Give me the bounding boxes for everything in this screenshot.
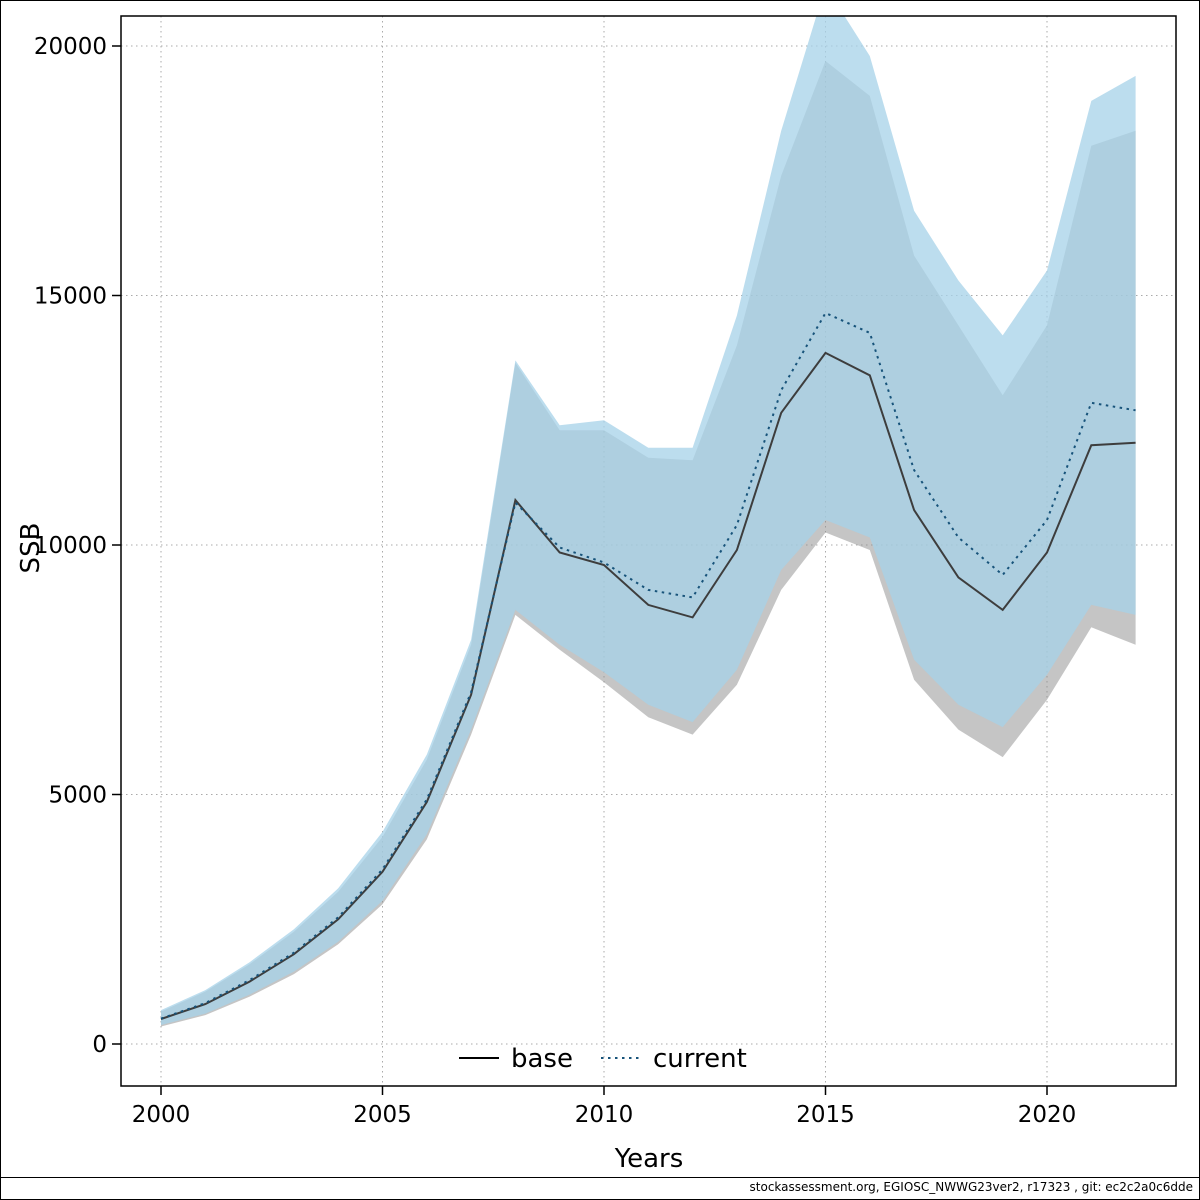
y-tick-label: 5000 <box>48 783 107 809</box>
y-tick-label: 0 <box>92 1032 107 1058</box>
caption-divider <box>1 1177 1199 1178</box>
legend-label-base: base <box>511 1044 573 1074</box>
legend: base current <box>459 1044 747 1074</box>
y-axis-label: SSB <box>16 523 46 574</box>
footer-text: stockassessment.org, EGIOSC_NWWG23ver2, … <box>749 1180 1193 1194</box>
plot-border <box>120 15 1177 1087</box>
series-line-base <box>160 351 1136 1020</box>
x-tick-label: 2010 <box>575 1102 634 1128</box>
confidence-band-current <box>161 16 1136 1025</box>
x-axis-label: Years <box>614 1144 684 1174</box>
x-tick-label: 2005 <box>353 1102 412 1128</box>
y-axis: 0 5000 10000 15000 20000 <box>34 34 121 1058</box>
series-line-current <box>160 311 1136 1020</box>
y-tick-label: 15000 <box>34 284 107 310</box>
x-tick-label: 2015 <box>796 1102 855 1128</box>
x-tick-label: 2020 <box>1018 1102 1077 1128</box>
x-tick-label: 2000 <box>132 1102 191 1128</box>
y-tick-label: 20000 <box>34 34 107 60</box>
x-axis: 2000 2005 2010 2015 2020 <box>132 1086 1077 1128</box>
ssb-chart: 2000 2005 2010 2015 2020 0 5000 10000 15000 20000… <box>16 15 1177 1174</box>
y-tick-label: 10000 <box>34 533 107 559</box>
legend-label-current: current <box>653 1044 747 1074</box>
